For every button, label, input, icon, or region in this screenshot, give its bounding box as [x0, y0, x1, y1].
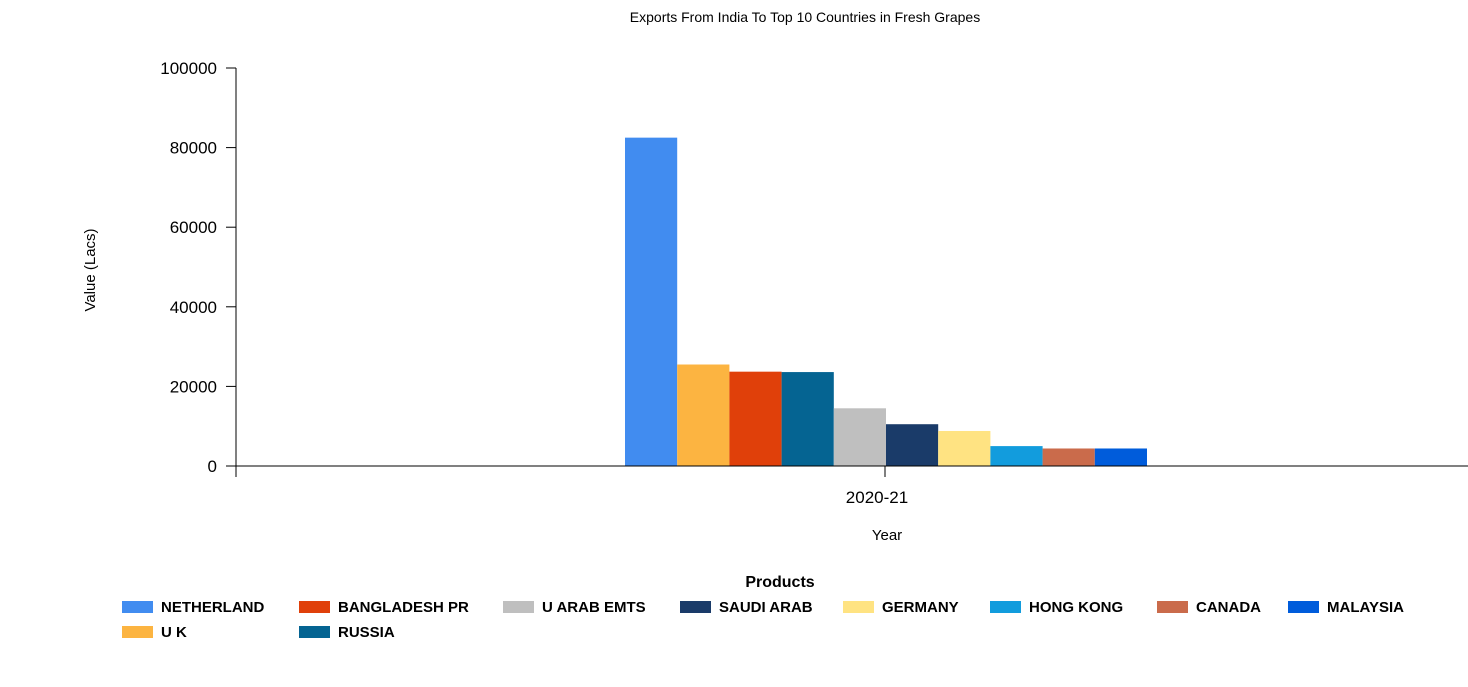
- y-tick-label: 40000: [170, 298, 217, 317]
- bar-russia: [781, 372, 834, 466]
- x-tick-label: 2020-21: [846, 488, 908, 507]
- y-tick-label: 80000: [170, 139, 217, 158]
- y-tick-label: 60000: [170, 218, 217, 237]
- bar-malaysia: [1094, 448, 1147, 466]
- bar-germany: [938, 430, 991, 466]
- y-axis-label: Value (Lacs): [82, 228, 99, 311]
- x-axis-label: Year: [872, 527, 902, 544]
- chart-title: Exports From India To Top 10 Countries i…: [630, 9, 980, 25]
- y-tick-label: 0: [208, 457, 217, 476]
- bar-hong-kong: [990, 446, 1043, 466]
- y-tick-label: 20000: [170, 377, 217, 396]
- bar-u-arab-emts: [833, 408, 886, 466]
- y-axis: 0 20000 40000 60000 80000 100000: [160, 59, 236, 476]
- bar-canada: [1042, 448, 1095, 466]
- bar-netherland: [625, 137, 678, 466]
- bar-bangladesh-pr: [729, 371, 782, 466]
- y-tick-label: 100000: [160, 59, 217, 78]
- bar-u-k: [677, 364, 730, 466]
- bar-saudi-arab: [886, 424, 939, 466]
- bars: [625, 137, 1147, 466]
